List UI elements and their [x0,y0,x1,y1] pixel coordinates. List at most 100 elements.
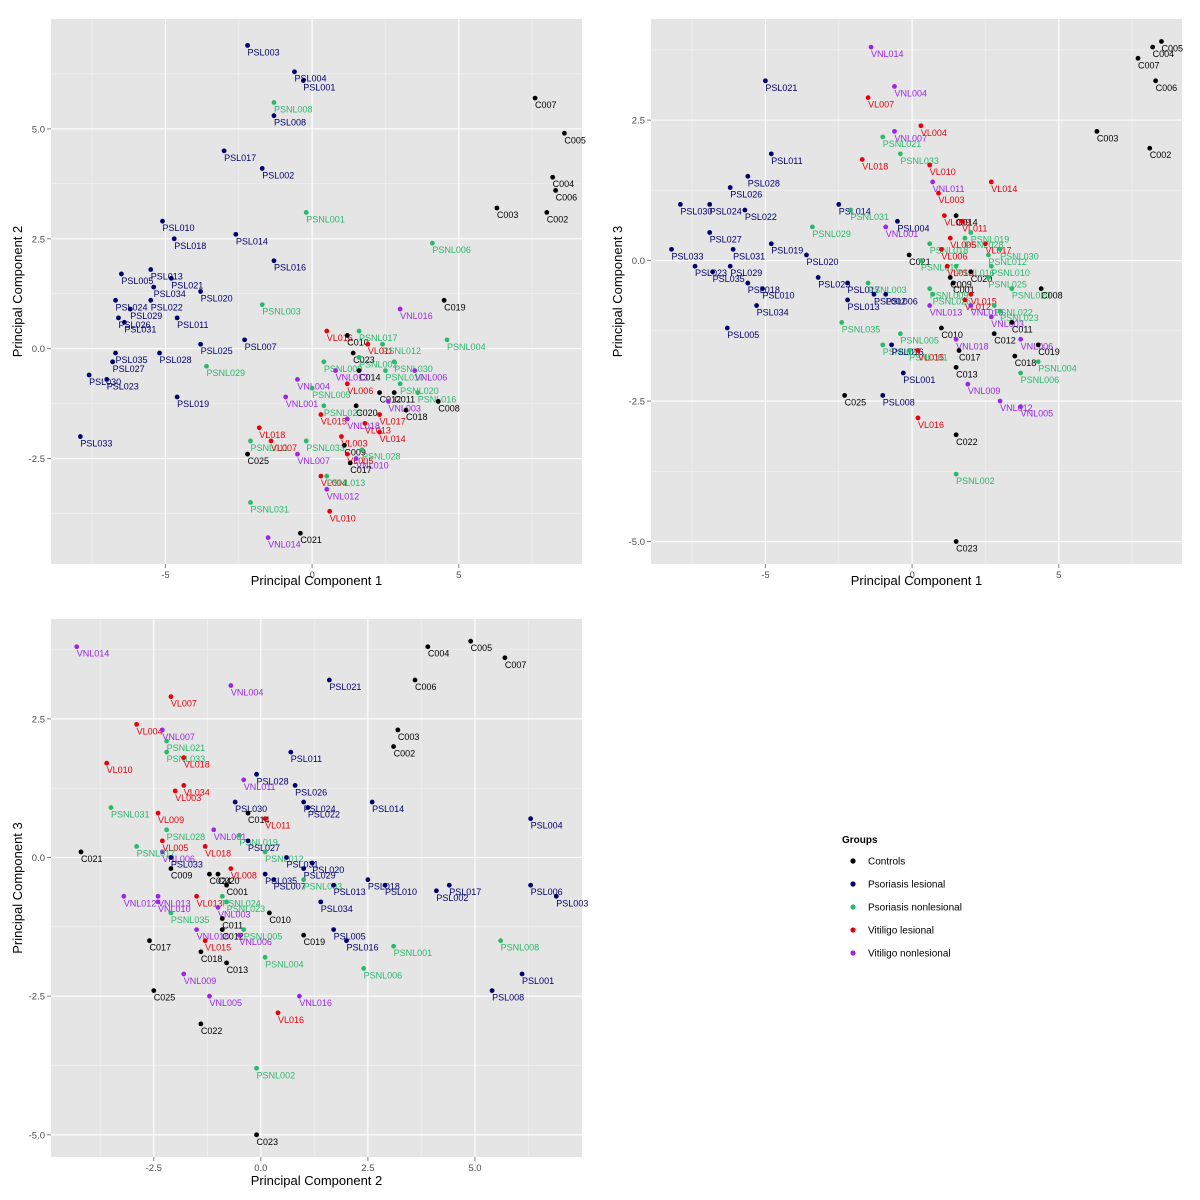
legend-label-psnl: Psoriasis nonlesional [868,903,962,914]
point-label-c013: C013 [227,965,249,975]
point-label-c022: C022 [956,437,978,447]
point-label-c018: C018 [201,954,223,964]
point-psnl012 [262,849,268,855]
point-label-vl004: VL004 [137,726,163,736]
point-psnl028 [359,447,365,453]
point-label-vl006: VL006 [941,251,967,261]
point-psnl035 [839,320,845,325]
point-psnl021 [880,134,886,140]
point-psl007 [271,877,277,883]
point-label-psl003: PSL003 [248,47,280,57]
point-label-psl027: PSL027 [113,364,145,374]
point-vl016 [915,415,921,421]
x-axis-title: Principal Component 2 [251,1173,383,1188]
point-psl005 [119,271,124,277]
point-vnl013 [927,303,933,308]
point-label-psl035: PSL035 [265,876,297,886]
y-tick-label: 2.5 [32,714,45,725]
point-label-psl018: PSL018 [174,241,206,251]
point-label-c001: C001 [227,887,249,897]
point-label-psl022: PSL022 [745,212,777,222]
point-label-c012: C012 [380,395,402,405]
point-psl006 [528,882,534,888]
point-label-vnl005: VNL005 [209,998,242,1008]
point-label-c020: C020 [218,876,240,886]
point-vnl001 [283,394,289,400]
point-vnl001 [883,224,889,230]
point-label-c002: C002 [1150,150,1172,160]
point-label-psnl028: PSNL028 [362,452,401,462]
point-psl005 [724,325,730,331]
point-label-c004: C004 [1153,49,1175,59]
point-psl004 [528,816,534,822]
point-label-psl014: PSL014 [372,804,404,814]
point-label-c018: C018 [406,412,428,422]
point-psnl008 [271,100,277,105]
point-psnl013 [324,473,330,479]
point-label-vl008: VL008 [231,871,257,881]
y-tick-label: -2.5 [29,454,45,465]
point-label-psl031: PSL031 [287,859,319,869]
point-c014 [953,213,959,219]
point-label-psl017: PSL017 [449,887,481,897]
point-label-psl011: PSL011 [291,754,322,764]
point-label-c005: C005 [471,643,493,653]
point-psl011 [768,151,774,157]
point-label-psnl023: PSNL023 [324,408,363,418]
point-label-c007: C007 [505,660,527,670]
point-label-c019: C019 [1038,347,1060,357]
point-psl004 [292,69,297,75]
x-tick-label: 0 [909,570,914,581]
point-label-psl030: PSL030 [89,377,121,387]
point-label-psnl017: PSNL017 [921,263,960,273]
point-c003 [1094,128,1100,134]
point-label-vl004: VL004 [921,128,947,138]
y-tick-label: 5.0 [32,124,45,135]
point-label-psl022: PSL022 [308,810,340,820]
point-psl008 [271,113,277,119]
point-c005 [468,638,474,644]
point-c020 [215,871,221,877]
point-vnl018 [194,927,199,932]
point-label-psnl017: PSNL017 [359,333,398,343]
point-label-psnl029: PSNL029 [812,229,851,239]
point-psl030 [232,799,238,805]
point-label-psl003: PSL003 [556,898,588,908]
point-psl024 [707,202,713,207]
point-psl011 [174,315,180,321]
point-psl001 [300,78,306,83]
point-label-psnl004: PSNL004 [447,342,486,352]
x-tick-label: 0.0 [254,1163,267,1174]
point-label-psl016: PSL016 [346,943,378,953]
point-label-psnl024: PSNL024 [222,898,261,908]
point-vnl001 [211,827,217,833]
point-c010 [344,333,350,338]
point-c011 [219,916,225,921]
point-psl020 [804,252,809,258]
point-psnl029 [809,224,815,230]
point-label-c005: C005 [1161,43,1183,53]
point-c009 [168,866,174,871]
point-label-vl003: VL003 [341,439,367,449]
point-label-vl005: VL005 [162,843,188,853]
x-tick-label: -5 [761,570,769,581]
point-label-c006: C006 [415,682,437,692]
point-label-psnl035: PSNL035 [171,915,210,925]
point-psl029 [727,263,733,269]
point-label-psnl013: PSNL013 [327,478,366,488]
point-psl008 [489,988,495,994]
point-label-psl004: PSL004 [531,821,563,831]
point-c007 [1135,55,1141,61]
point-psl023 [104,377,110,382]
point-label-c024: C024 [209,876,231,886]
point-c018 [1012,353,1018,359]
point-psl034 [318,899,324,905]
point-psnl019 [237,832,242,838]
point-label-vl016: VL016 [278,1015,304,1025]
panel-background [51,19,582,564]
point-psl028 [745,173,751,179]
point-vl008 [228,866,234,871]
point-vnl005 [207,993,212,999]
point-vl016 [324,328,330,334]
point-psl025 [815,275,821,280]
